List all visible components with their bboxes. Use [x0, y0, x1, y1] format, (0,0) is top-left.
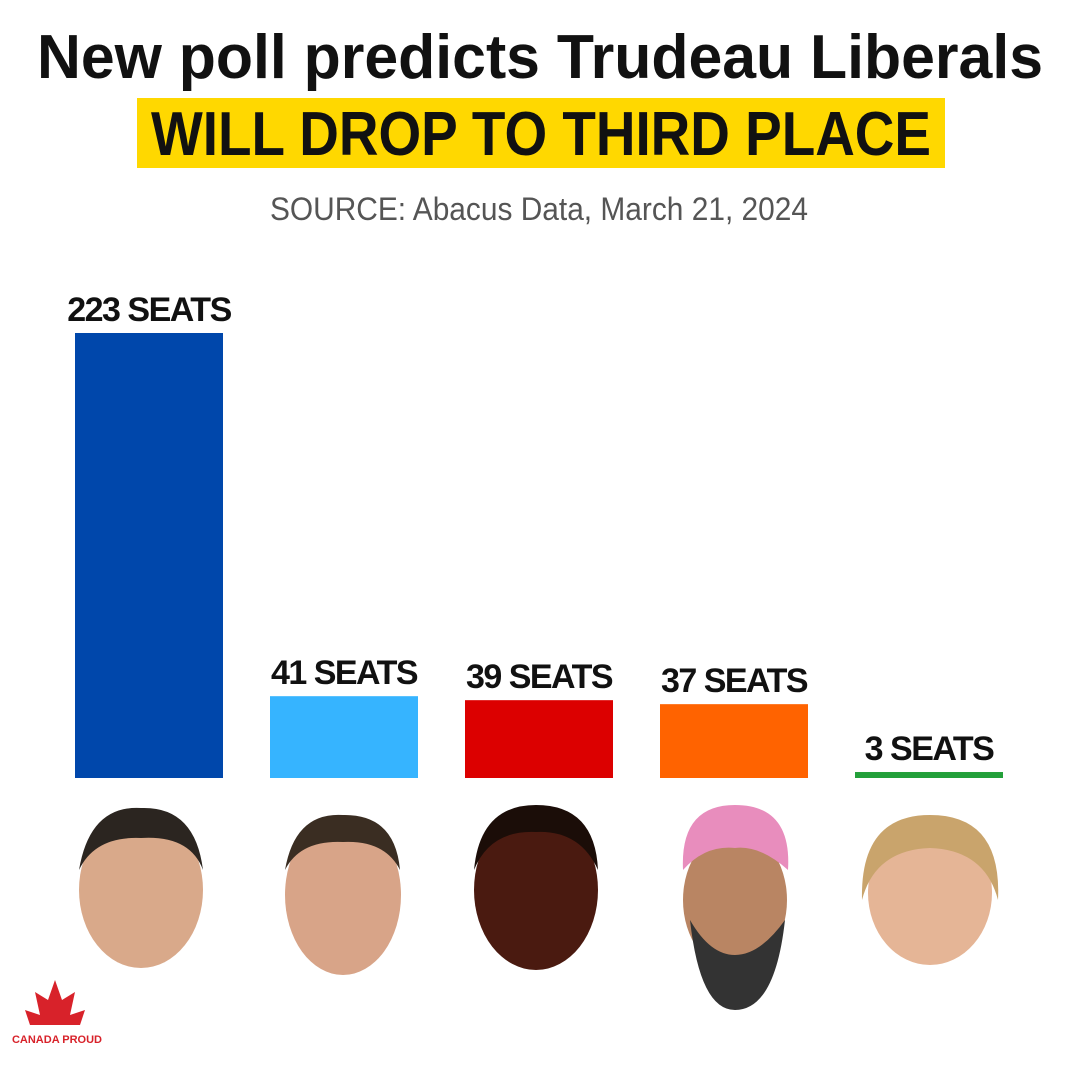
- face: [285, 815, 401, 975]
- value-label: 41 SEATS: [271, 654, 418, 692]
- bar: [270, 696, 418, 778]
- chart-subtitle: WILL DROP TO THIRD PLACE: [151, 100, 931, 169]
- value-label: 37 SEATS: [661, 662, 808, 700]
- subtitle-highlight: [137, 98, 945, 168]
- hair: [79, 807, 203, 870]
- bar: [660, 704, 808, 778]
- beard: [690, 920, 785, 1010]
- maple-leaf: [25, 980, 85, 1025]
- face: [474, 810, 598, 970]
- chart-title: New poll predicts Trudeau Liberals: [37, 23, 1043, 92]
- faces: [79, 805, 999, 1010]
- bar: [75, 333, 223, 778]
- value-label: 223 SEATS: [67, 291, 231, 329]
- source: SOURCE: Abacus Data, March 21, 2024: [270, 191, 808, 227]
- bar: [465, 700, 613, 778]
- turban: [682, 805, 789, 870]
- logo-band: [15, 1030, 100, 1046]
- hair: [861, 815, 999, 900]
- face: [683, 830, 787, 970]
- hair: [285, 814, 400, 870]
- hair: [474, 805, 598, 870]
- logo-text: CANADA PROUD: [12, 1034, 102, 1046]
- value-label: 3 SEATS: [865, 730, 995, 768]
- face: [868, 821, 992, 965]
- logo: CANADA PROUD: [12, 980, 102, 1046]
- bar: [855, 772, 1003, 778]
- value-label: 39 SEATS: [466, 658, 613, 696]
- face: [79, 812, 203, 968]
